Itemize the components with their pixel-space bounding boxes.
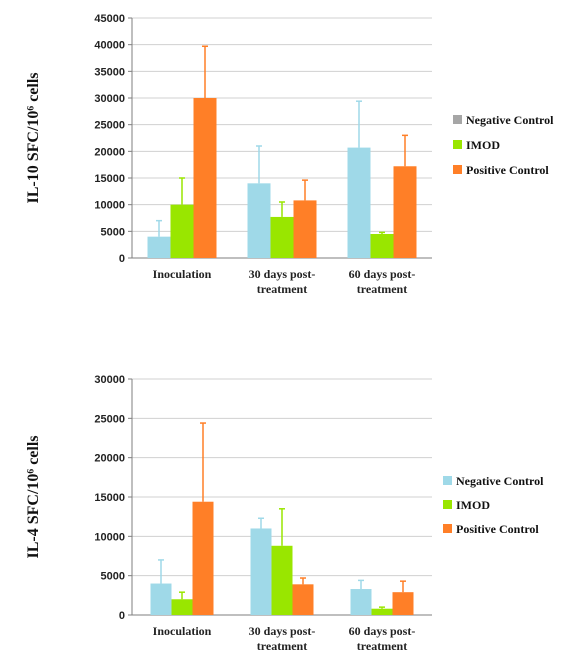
legend-label: IMOD	[466, 138, 500, 152]
bar	[392, 592, 414, 615]
bar	[271, 545, 293, 615]
legend-label: Negative Control	[456, 474, 544, 488]
legend-swatch	[443, 476, 452, 485]
y-tick-label: 25000	[94, 413, 125, 425]
y-tick-label: 20000	[94, 146, 125, 158]
x-category-label: 30 days post-	[249, 267, 316, 281]
y-tick-label: 40000	[94, 40, 125, 52]
bar	[171, 599, 193, 615]
bar	[292, 584, 314, 615]
y-tick-label: 15000	[94, 492, 125, 504]
y-tick-label: 25000	[94, 120, 125, 132]
legend-label: Positive Control	[466, 163, 549, 177]
x-category-label: 60 days post-	[349, 624, 416, 638]
y-axis-title: IL-10 SFC/10⁶ cells	[25, 72, 42, 203]
legend-swatch	[453, 115, 462, 124]
x-category-label: Inoculation	[153, 624, 212, 638]
bar	[350, 589, 372, 615]
legend-swatch	[453, 165, 462, 174]
x-category-label: treatment	[357, 282, 407, 296]
legend-label: Negative Control	[466, 113, 554, 127]
legend-swatch	[453, 140, 462, 149]
bar	[247, 183, 271, 258]
x-category-label: 60 days post-	[349, 267, 416, 281]
bar	[170, 204, 194, 258]
chart-1: 0 5000 10000 15000 20000 25000 30000 35000 40000…	[25, 13, 554, 296]
bar	[370, 234, 394, 258]
legend-label: Positive Control	[456, 522, 539, 536]
y-tick-label: 30000	[94, 93, 125, 105]
x-category-label: 30 days post-	[249, 624, 316, 638]
y-tick-label: 30000	[94, 374, 125, 386]
chart-2: 0 5000 10000 15000 20000 25000 30000 Inoculatio…	[25, 374, 544, 653]
bar	[150, 583, 172, 615]
x-category-label: treatment	[257, 639, 307, 653]
bar	[371, 608, 393, 615]
bar	[193, 98, 217, 258]
bar	[192, 501, 214, 615]
y-tick-label: 0	[119, 253, 125, 265]
y-tick-label: 45000	[94, 13, 125, 25]
y-tick-label: 10000	[94, 531, 125, 543]
bar	[270, 216, 294, 258]
y-tick-label: 35000	[94, 66, 125, 78]
bar	[393, 166, 417, 258]
bar	[293, 200, 317, 258]
y-tick-label: 5000	[101, 226, 125, 238]
x-category-label: Inoculation	[153, 267, 212, 281]
legend-swatch	[443, 524, 452, 533]
y-tick-label: 10000	[94, 200, 125, 212]
legend-swatch	[443, 500, 452, 509]
bar	[250, 528, 272, 615]
bar	[147, 236, 171, 258]
legend-label: IMOD	[456, 498, 490, 512]
y-tick-label: 5000	[101, 571, 125, 583]
bar	[347, 147, 371, 258]
y-tick-label: 15000	[94, 173, 125, 185]
y-tick-label: 0	[119, 610, 125, 622]
y-tick-label: 20000	[94, 453, 125, 465]
x-category-label: treatment	[257, 282, 307, 296]
y-axis-title: IL-4 SFC/10⁶ cells	[25, 435, 42, 558]
x-category-label: treatment	[357, 639, 407, 653]
